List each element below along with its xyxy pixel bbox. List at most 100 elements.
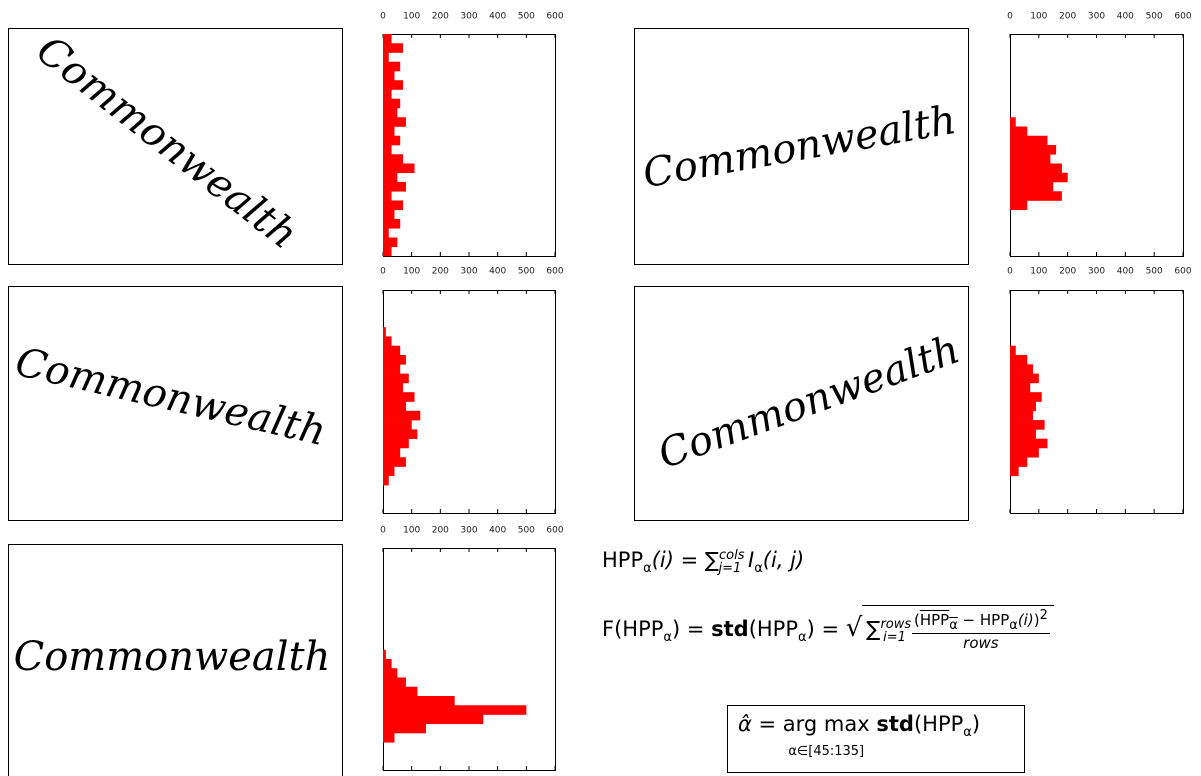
profile-bar [383, 117, 406, 127]
profile-bar [1010, 448, 1039, 458]
formula-text: (HPP [749, 617, 798, 641]
profile-bar [383, 476, 389, 486]
profile-bar [1010, 117, 1016, 127]
radical: √ [846, 613, 863, 643]
x-tick-label: 600 [1174, 267, 1191, 277]
x-tick-label: 200 [432, 526, 449, 536]
profile-bar [383, 659, 392, 669]
profile-bar [1010, 136, 1047, 146]
profile-bar [1010, 392, 1042, 402]
x-tick-label: 0 [380, 12, 386, 22]
x-tick-label: 0 [380, 526, 386, 536]
formula-text: α [643, 561, 652, 576]
formula-text: rows [912, 634, 1050, 652]
profile-bar [383, 90, 392, 100]
x-tick-label: 600 [546, 526, 563, 536]
x-tick-label: 200 [432, 12, 449, 22]
profile-bar [383, 402, 406, 412]
profile-bar [383, 71, 394, 81]
profile-bar [383, 108, 397, 118]
profile-bar [1010, 383, 1030, 393]
profile-bar [383, 99, 400, 109]
profile-bar [383, 228, 389, 238]
profile-bar [383, 191, 392, 201]
x-tick-label: 100 [403, 267, 420, 277]
x-tick-label: 100 [403, 526, 420, 536]
profile-bar [383, 182, 406, 192]
profile-bar [1010, 467, 1019, 477]
formula-text: α [963, 725, 972, 740]
profile-bar [383, 733, 394, 743]
formula-text: 2 [1040, 608, 1048, 623]
profile-bar [383, 145, 392, 155]
profile-bar [1010, 201, 1027, 211]
x-tick-label: 600 [1174, 12, 1191, 22]
profile-bar [383, 392, 415, 402]
formula-hpp: HPPα(i) = ∑colsj=1 Iα(i, j) [602, 548, 804, 576]
x-tick-label: 300 [460, 267, 477, 277]
profile-bar [383, 457, 406, 467]
x-tick-label: 100 [403, 12, 420, 22]
profile-bar [383, 439, 409, 449]
x-tick-label: 400 [489, 267, 506, 277]
histogram-frame [384, 549, 556, 771]
profile-bar [1010, 364, 1033, 374]
profile-bar [1010, 457, 1027, 467]
formula-text: j=1 [719, 561, 742, 576]
profile-bar [383, 164, 415, 174]
profile-bar [383, 678, 406, 688]
profile-bar [1010, 173, 1068, 183]
profile-bar [383, 219, 400, 229]
profile-bar [383, 429, 417, 439]
x-tick-label: 600 [546, 267, 563, 277]
profile-bar [383, 696, 455, 706]
profile-bar [383, 374, 409, 384]
formula-text: arg max [783, 712, 870, 736]
profile-bar [383, 448, 400, 458]
profile-bar [383, 53, 389, 63]
profile-bar [1010, 164, 1062, 174]
formula-text: F(HPP [602, 617, 663, 641]
profile-bar [383, 34, 392, 44]
profile-bar [383, 336, 392, 346]
profile-bar [1010, 191, 1062, 201]
profile-bar [383, 80, 403, 90]
formula-text: ) = [672, 617, 711, 641]
x-tick-label: 100 [1030, 267, 1047, 277]
profile-bar [383, 687, 417, 697]
profile-bar [383, 327, 386, 337]
profile-bar [383, 173, 397, 183]
x-tick-label: 200 [1059, 267, 1076, 277]
histogram-frame [384, 35, 556, 257]
formula-text: HPP [920, 611, 949, 629]
x-tick-label: 500 [1146, 267, 1163, 277]
formula-text: std [876, 712, 914, 736]
x-tick-label: 100 [1030, 12, 1047, 22]
formula-text: (i) = [652, 548, 705, 572]
profile-bar [1010, 154, 1050, 164]
profile-bar [383, 467, 394, 477]
x-tick-label: 400 [1117, 12, 1134, 22]
x-tick-label: 600 [546, 12, 563, 22]
x-tick-label: 300 [1088, 267, 1105, 277]
profile-bar [1010, 355, 1027, 365]
x-tick-label: 500 [518, 526, 535, 536]
formula-text: α [663, 630, 672, 645]
profile-bar [383, 62, 400, 72]
profile-bar [383, 715, 483, 725]
profile-bar [1010, 420, 1045, 430]
profile-bar [383, 355, 406, 365]
profile-bar [1010, 374, 1039, 384]
profile-bar [383, 127, 394, 137]
histogram-frame [384, 291, 556, 514]
profile-bar [383, 411, 420, 421]
formula-text: ∑ [705, 548, 719, 572]
handwritten-word: Commonwealth [14, 634, 331, 680]
profile-bar [383, 201, 403, 211]
formula-text: α [1009, 618, 1018, 633]
chart-area: Commonwealth0100200300400500600Commonwea… [0, 0, 1201, 776]
profile-bar [1010, 145, 1056, 155]
profile-bar [383, 724, 426, 734]
profile-bar [1010, 439, 1047, 449]
